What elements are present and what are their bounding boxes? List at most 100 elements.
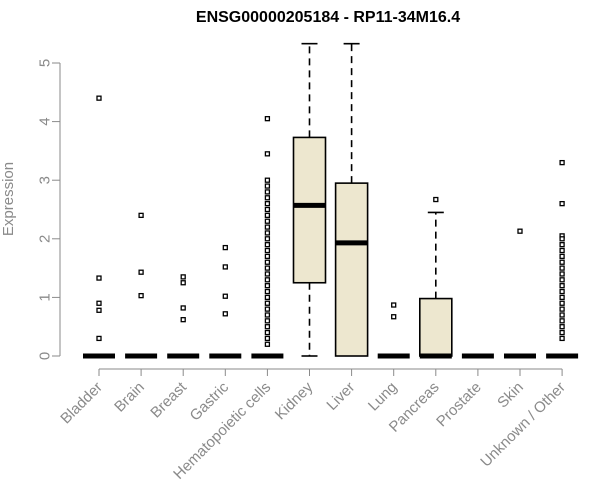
y-tick-label: 5: [37, 59, 54, 67]
box-group: [418, 196, 453, 359]
outlier-point: [264, 259, 271, 265]
outlier-point: [391, 302, 397, 308]
outlier-point: [559, 271, 565, 277]
box-group: [125, 212, 158, 359]
y-tick-label: 2: [37, 235, 54, 243]
outlier-point: [559, 300, 565, 306]
outlier-point: [264, 288, 271, 295]
outlier-point: [264, 324, 271, 330]
outlier-point: [264, 230, 271, 236]
outlier-point: [264, 271, 271, 277]
outlier-point: [96, 275, 102, 281]
x-tick-label: Lung: [365, 379, 401, 415]
outlier-point: [96, 300, 102, 306]
outlier-point: [559, 277, 565, 283]
outlier-point: [264, 306, 271, 312]
box-group: [504, 228, 536, 359]
box-group: [377, 302, 410, 359]
outlier-point: [559, 324, 565, 330]
outlier-point: [264, 253, 271, 260]
outlier-point: [264, 300, 271, 306]
outlier-point: [559, 283, 565, 289]
y-axis-label: Expression: [0, 162, 17, 236]
outlier-point: [264, 195, 271, 201]
outlier-point: [559, 329, 565, 336]
outlier-point: [264, 335, 271, 342]
outlier-point: [559, 294, 565, 301]
y-tick-label: 0: [37, 352, 54, 360]
outlier-point: [264, 177, 271, 183]
outlier-point: [264, 224, 271, 230]
box-group: [209, 244, 242, 359]
outlier-point: [264, 312, 271, 318]
outlier-point: [264, 341, 271, 347]
outlier-point: [138, 269, 144, 275]
outlier-point: [264, 265, 271, 271]
y-tick-label: 3: [37, 176, 54, 184]
outlier-point: [222, 311, 228, 317]
outlier-point: [517, 228, 523, 234]
outlier-point: [391, 314, 397, 320]
outlier-point: [138, 292, 144, 299]
outlier-point: [264, 247, 271, 254]
outlier-point: [559, 236, 565, 242]
outlier-point: [264, 183, 271, 189]
outlier-point: [559, 247, 565, 254]
outlier-point: [264, 200, 271, 207]
outlier-point: [138, 212, 144, 219]
outlier-point: [559, 259, 565, 265]
box-group: [83, 95, 115, 359]
y-tick-label: 4: [37, 117, 54, 125]
outlier-point: [264, 151, 271, 157]
outlier-point: [264, 277, 271, 283]
outlier-point: [264, 329, 271, 336]
outlier-point: [264, 318, 271, 324]
chart-title: ENSG00000205184 - RP11-34M16.4: [196, 9, 460, 26]
x-tick-label: Kidney: [272, 378, 317, 423]
outlier-point: [559, 312, 565, 318]
box-group: [334, 42, 369, 357]
iqr-box: [334, 182, 369, 357]
outlier-point: [180, 274, 186, 280]
x-tick-label: Liver: [323, 379, 358, 414]
outlier-point: [180, 305, 186, 311]
x-tick-label: Breast: [147, 378, 190, 421]
outlier-point: [96, 95, 102, 101]
outlier-point: [559, 335, 565, 342]
iqr-box: [292, 136, 327, 284]
y-tick-label: 1: [37, 293, 54, 301]
outlier-point: [264, 189, 271, 195]
x-tick-label: Prostate: [433, 379, 485, 431]
outlier-point: [222, 264, 228, 270]
outlier-point: [264, 242, 271, 248]
outlier-point: [264, 283, 271, 289]
box-group: [251, 116, 284, 359]
outlier-point: [222, 244, 228, 251]
outlier-point: [433, 196, 439, 203]
outlier-point: [96, 335, 102, 342]
iqr-box: [418, 297, 453, 357]
outlier-point: [264, 206, 271, 213]
outlier-point: [559, 306, 565, 312]
outlier-point: [559, 318, 565, 324]
outlier-point: [559, 288, 565, 295]
outlier-point: [222, 293, 228, 299]
box-group: [292, 42, 327, 357]
outlier-point: [264, 212, 271, 219]
outlier-point: [559, 159, 565, 166]
plot-area: [83, 42, 579, 359]
box-group: [167, 274, 200, 359]
outlier-point: [264, 116, 271, 122]
outlier-point: [96, 307, 102, 313]
x-tick-label: Skin: [494, 379, 527, 412]
outlier-point: [559, 242, 565, 248]
outlier-point: [264, 294, 271, 301]
x-tick-label: Bladder: [57, 379, 106, 428]
outlier-point: [180, 317, 186, 323]
x-tick-label: Brain: [111, 379, 148, 416]
outlier-point: [559, 200, 565, 207]
box-group: [546, 159, 579, 359]
outlier-point: [559, 265, 565, 271]
